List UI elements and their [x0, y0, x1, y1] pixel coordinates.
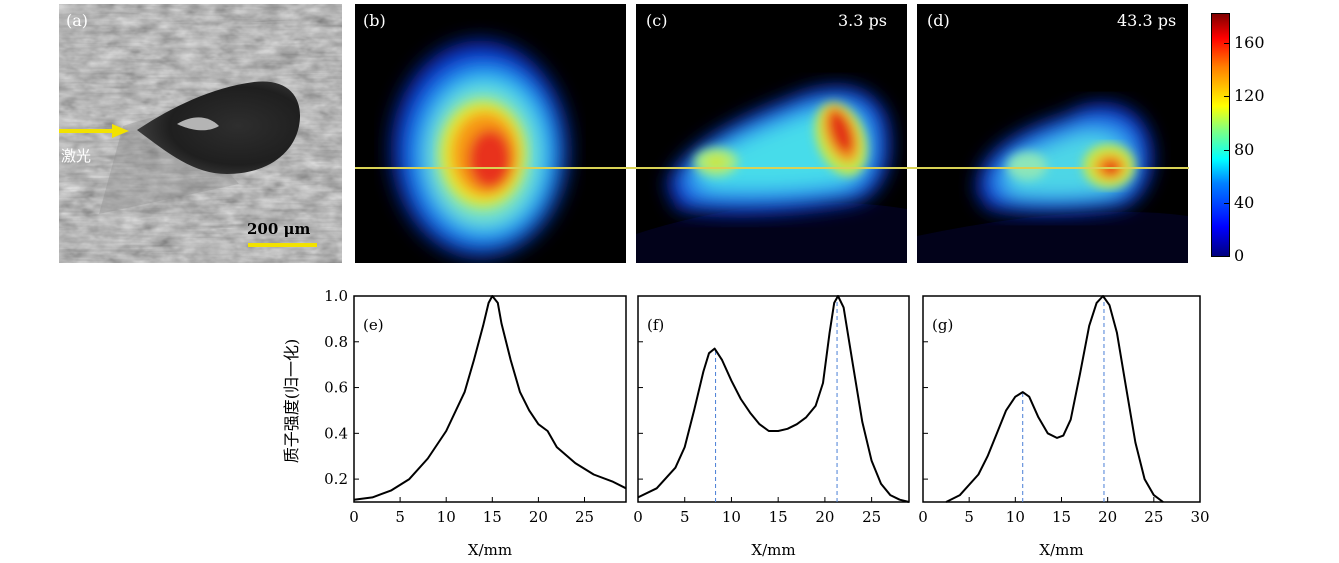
y-tick-label: 0.2 [324, 470, 348, 488]
scale-bar-label: 200 μm [247, 220, 311, 238]
colorbar-tick-mark [1224, 149, 1229, 151]
panel-c-proton-image: (c) 3.3 ps [636, 4, 907, 263]
plasma-cavity [137, 81, 301, 174]
colorbar-tick-label: 160 [1234, 33, 1265, 53]
x-tick-label: 25 [1144, 508, 1163, 526]
laser-arrow-head [112, 124, 129, 138]
y-tick-label: 1.0 [324, 287, 348, 305]
x-axis-label: X/mm [751, 541, 795, 559]
laser-label: 激光 [61, 147, 92, 165]
colorbar-tick-label: 0 [1234, 246, 1245, 265]
colorbar-tick-mark [1224, 256, 1229, 257]
proton-image-c [636, 85, 907, 263]
plot-panel-label: (g) [932, 316, 953, 334]
x-axis-label: X/mm [468, 541, 512, 559]
panel-c-time: 3.3 ps [838, 11, 887, 30]
colorbar-tick-label: 120 [1234, 86, 1265, 106]
plot-frame [637, 295, 910, 503]
panel-d-label: (d) [927, 11, 950, 30]
lineout-line [355, 167, 1189, 169]
x-tick-label: 5 [680, 508, 690, 526]
y-axis-label: 质子强度(归一化) [282, 338, 301, 464]
panel-b-label: (b) [363, 11, 386, 30]
bright-channel [177, 117, 219, 131]
colorbar-tick-mark [1224, 202, 1229, 204]
plot-frame [922, 295, 1201, 503]
colorbar-tick-label: 80 [1234, 139, 1255, 159]
colorbar-tick-mark [1224, 96, 1229, 98]
plot-panel-label: (e) [363, 316, 384, 334]
x-tick-label: 0 [633, 508, 643, 526]
x-tick-label: 30 [1190, 508, 1209, 526]
x-tick-label: 10 [1006, 508, 1025, 526]
x-tick-label: 20 [1098, 508, 1117, 526]
panel-a-shadowgraph: (a) 激光 200 μm [59, 4, 342, 263]
colorbar [1211, 13, 1230, 257]
panel-d-proton-image: (d) 43.3 ps [917, 4, 1188, 263]
shadowgraph-image [59, 4, 342, 263]
x-tick-label: 25 [862, 508, 881, 526]
panel-a-label: (a) [66, 11, 89, 30]
proton-profile-line [353, 295, 627, 501]
panel-d-time: 43.3 ps [1117, 11, 1177, 30]
x-tick-label: 10 [437, 508, 456, 526]
x-tick-label: 15 [1052, 508, 1071, 526]
x-tick-label: 10 [722, 508, 741, 526]
x-tick-label: 15 [483, 508, 502, 526]
x-tick-label: 15 [769, 508, 788, 526]
plot-panel-label: (f) [647, 316, 664, 334]
panel-c-label: (c) [646, 11, 668, 30]
x-tick-label: 0 [349, 508, 359, 526]
proton-image-b [392, 41, 568, 257]
ripple-region [99, 112, 239, 214]
colorbar-tick-mark [1224, 43, 1229, 45]
colorbar-tick-label: 40 [1234, 192, 1255, 212]
x-tick-label: 20 [529, 508, 548, 526]
x-tick-label: 20 [815, 508, 834, 526]
plot-frame [353, 295, 627, 503]
x-tick-label: 0 [918, 508, 928, 526]
x-tick-label: 5 [395, 508, 405, 526]
proton-profile-line [945, 295, 1164, 503]
proton-profile-line [637, 295, 910, 503]
x-axis-label: X/mm [1039, 541, 1083, 559]
x-tick-label: 25 [575, 508, 594, 526]
y-tick-label: 0.6 [324, 379, 348, 397]
panel-b-proton-image: (b) [355, 4, 626, 263]
y-tick-label: 0.8 [324, 333, 348, 351]
x-tick-label: 5 [964, 508, 974, 526]
y-tick-label: 0.4 [324, 424, 348, 442]
